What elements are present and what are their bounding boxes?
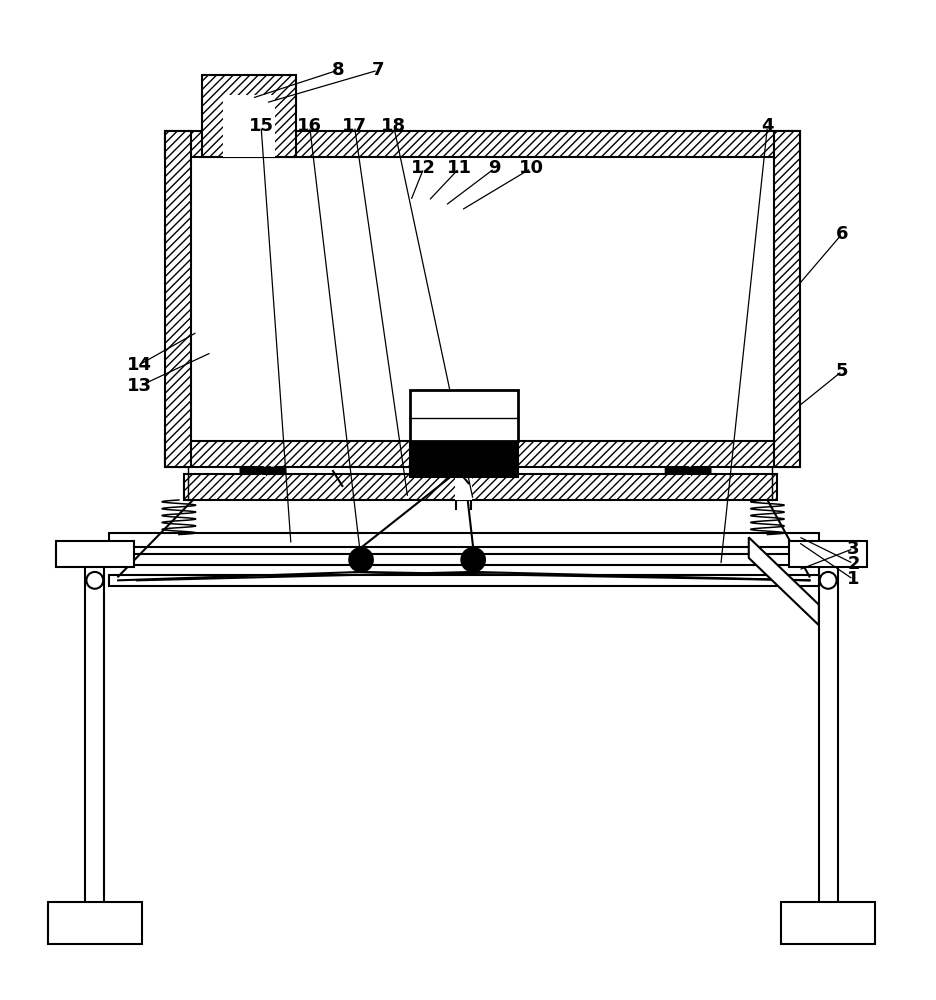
Text: 13: 13 [127,377,152,395]
Text: 5: 5 [835,362,847,380]
Bar [183,474,776,500]
Bar [788,541,867,567]
Bar [109,533,818,547]
Bar [773,131,799,467]
Text: 7: 7 [372,61,384,79]
Bar [455,474,472,500]
Circle shape [86,572,103,589]
Bar [55,541,134,567]
Text: 11: 11 [446,159,471,177]
Text: 12: 12 [411,159,435,177]
Text: 6: 6 [835,225,847,243]
Bar [410,441,517,477]
Text: 1: 1 [846,570,858,588]
Circle shape [819,572,836,589]
Text: 17: 17 [342,117,367,135]
Bar [109,575,818,586]
Text: 10: 10 [518,159,543,177]
Bar [109,554,818,565]
Text: 8: 8 [331,61,344,79]
Bar [410,390,517,441]
Bar [165,131,191,467]
Text: 2: 2 [846,555,858,573]
Circle shape [461,548,485,572]
Circle shape [348,548,373,572]
Bar [165,131,799,157]
Bar [48,902,141,944]
Text: 3: 3 [846,540,858,558]
Bar [202,75,296,157]
Text: 15: 15 [248,117,273,135]
Text: 4: 4 [760,117,773,135]
Polygon shape [748,537,818,625]
Bar [223,95,275,157]
Text: 18: 18 [381,117,406,135]
Bar [165,441,799,467]
Text: 14: 14 [127,356,152,374]
Text: 16: 16 [297,117,322,135]
Text: 9: 9 [488,159,501,177]
Bar [781,902,874,944]
